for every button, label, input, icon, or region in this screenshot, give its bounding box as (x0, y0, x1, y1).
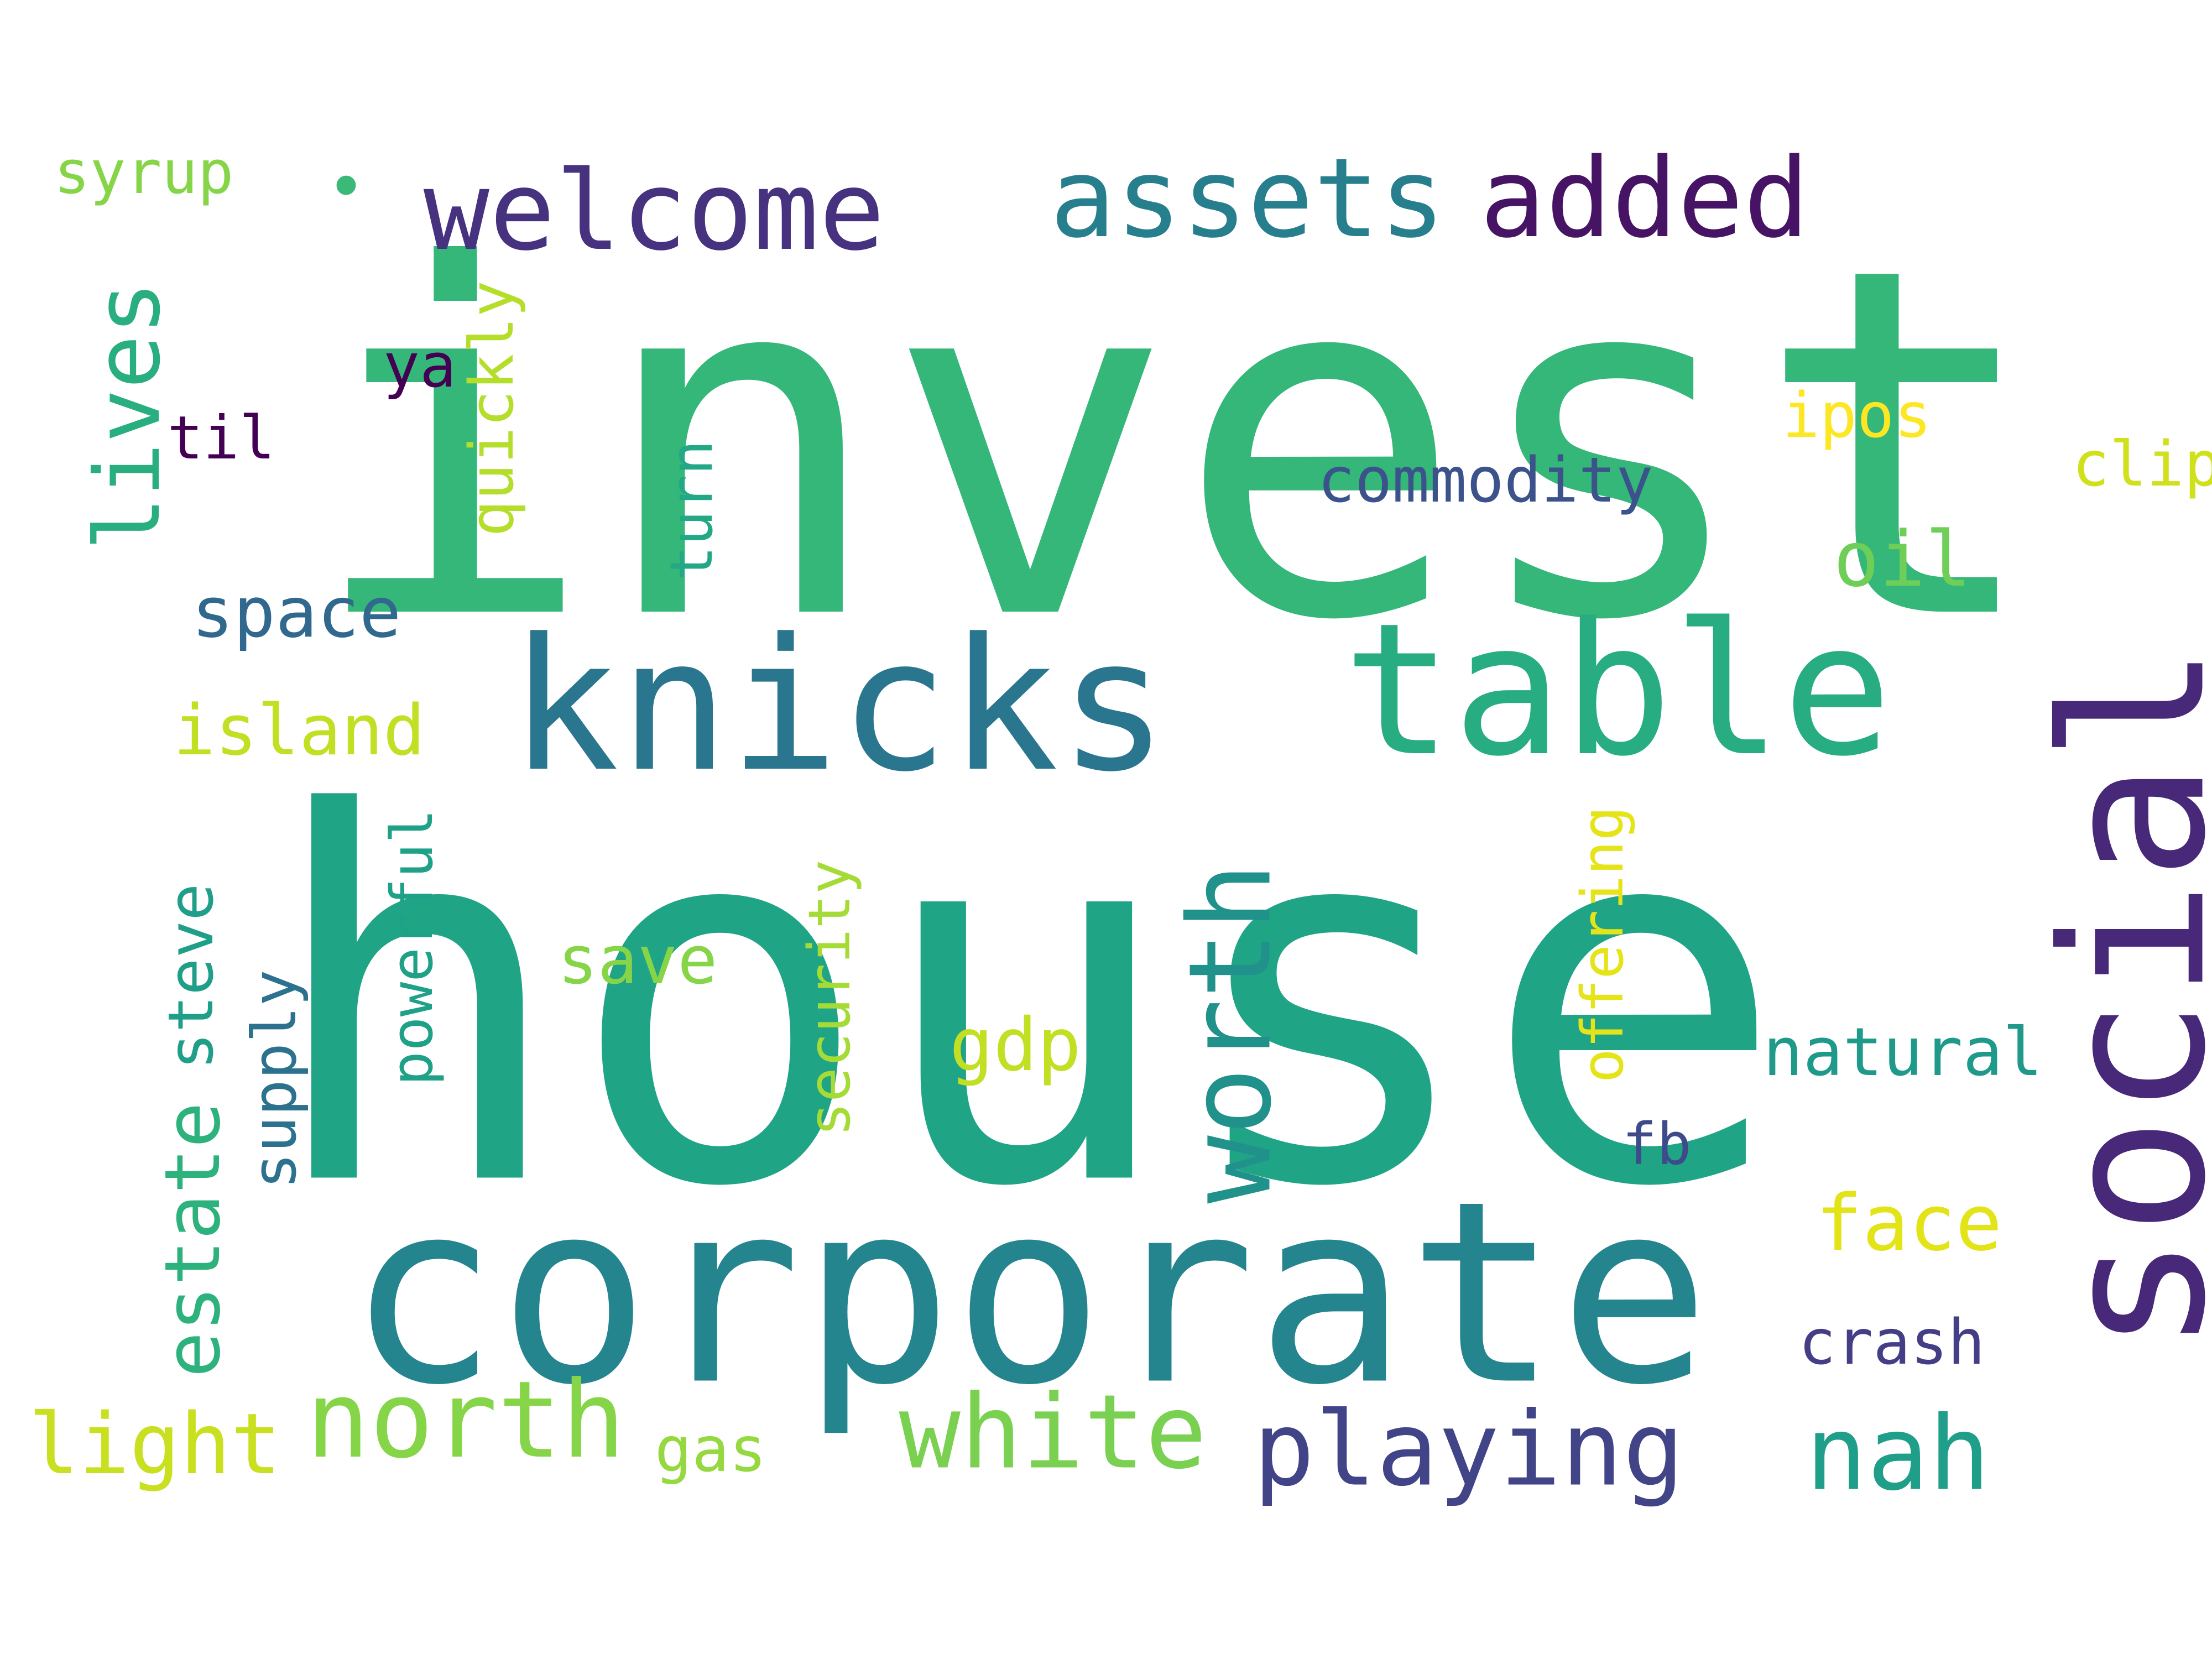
word-estate: estate (148, 1102, 237, 1378)
word-turn: turn (658, 440, 726, 581)
word-quickly: quickly (456, 280, 527, 537)
word-island: island (173, 690, 425, 771)
word-ya: ya (383, 330, 457, 401)
word-invest: invest (306, 165, 2044, 726)
word-light: light (28, 1395, 281, 1493)
word-supply: supply (239, 969, 310, 1190)
word-added: added (1479, 134, 1810, 262)
word-fb: fb (1622, 1110, 1692, 1178)
word-crash: crash (1798, 1307, 1985, 1379)
word-clip: clip (2072, 429, 2212, 500)
word-social: social (2020, 644, 2212, 1354)
word-nah: nah (1805, 1394, 1991, 1514)
word-lives: lives (76, 281, 180, 551)
word-white: white (899, 1372, 1207, 1492)
word-save: save (557, 922, 718, 999)
word-welcome: welcome (423, 147, 885, 275)
word-north: north (306, 1359, 625, 1482)
word-table: table (1343, 584, 1892, 796)
word-security: security (796, 859, 863, 1137)
word-natural: natural (1763, 1014, 2043, 1091)
word-gas: gas (654, 1414, 767, 1486)
word-ipos: ipos (1782, 380, 1932, 452)
word-commodity: commodity (1317, 445, 1653, 517)
word-powerful: powerful (378, 808, 446, 1086)
word-assets: assets (1050, 134, 1446, 262)
word-house: house (263, 708, 1787, 1297)
word-syrup: syrup (54, 138, 234, 207)
word-offering: offering (1569, 806, 1636, 1083)
word-dot: • (326, 149, 367, 226)
word-space: space (191, 572, 401, 653)
word-steve: steve (155, 883, 227, 1070)
word-knicks: knicks (509, 599, 1169, 812)
word-face: face (1815, 1178, 2002, 1269)
word-til: til (167, 404, 275, 473)
word-corporate: corporate (347, 1147, 1710, 1441)
word-worth: worth (1165, 862, 1297, 1204)
word-playing: playing (1253, 1389, 1684, 1509)
word-oil: oil (1833, 515, 1971, 604)
word-gdp: gdp (949, 1003, 1082, 1088)
